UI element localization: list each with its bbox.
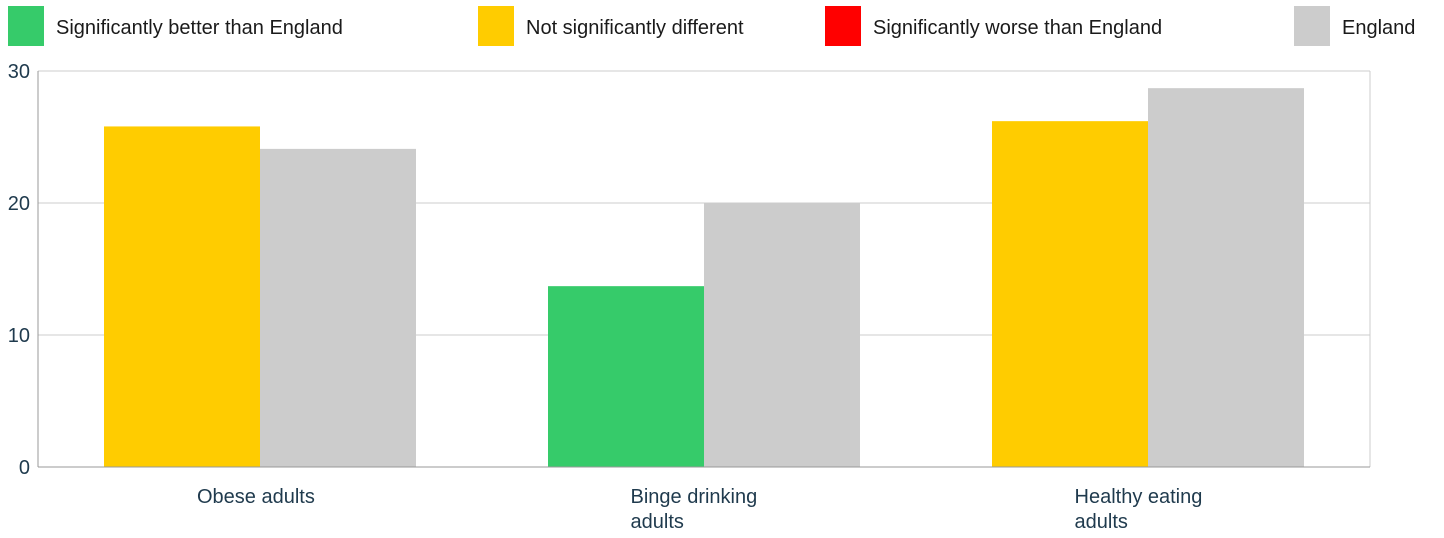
x-category-label-3: Healthy eating adults — [1075, 486, 1203, 533]
bar-area-1 — [104, 126, 260, 467]
y-tick-label-20: 20 — [8, 193, 30, 215]
bar-area-2 — [548, 286, 704, 467]
y-tick-label-10: 10 — [8, 325, 30, 347]
bar-england-2 — [704, 203, 860, 467]
legend-label-4: England — [1342, 17, 1415, 39]
x-category-label-line: Healthy eating — [1075, 486, 1203, 508]
bar-england-1 — [260, 148, 416, 467]
x-category-label-1: Obese adults — [197, 486, 315, 508]
legend-swatch-1 — [8, 6, 44, 46]
legend-label-3: Significantly worse than England — [873, 17, 1162, 39]
legend-swatch-2 — [478, 6, 514, 46]
bars — [104, 88, 1304, 467]
y-tick-label-30: 30 — [8, 61, 30, 83]
x-category-label-line: Obese adults — [197, 486, 315, 508]
axes: 0 10 20 30 — [8, 61, 1371, 479]
legend: Significantly better than England Not sig… — [8, 6, 1415, 46]
x-category-label-line: adults — [631, 511, 684, 533]
x-category-label-2: Binge drinking adults — [631, 486, 758, 533]
bar-area-3 — [992, 121, 1148, 467]
legend-swatch-4 — [1294, 6, 1330, 46]
legend-label-2: Not significantly different — [526, 17, 744, 39]
bar-england-3 — [1148, 88, 1304, 467]
legend-label-1: Significantly better than England — [56, 17, 343, 39]
x-category-label-line: Binge drinking — [631, 486, 758, 508]
y-tick-label-0: 0 — [19, 457, 30, 479]
x-category-label-line: adults — [1075, 511, 1128, 533]
labels: Obese adults Binge drinking adultsHealthy … — [197, 486, 1202, 533]
legend-swatch-3 — [825, 6, 861, 46]
